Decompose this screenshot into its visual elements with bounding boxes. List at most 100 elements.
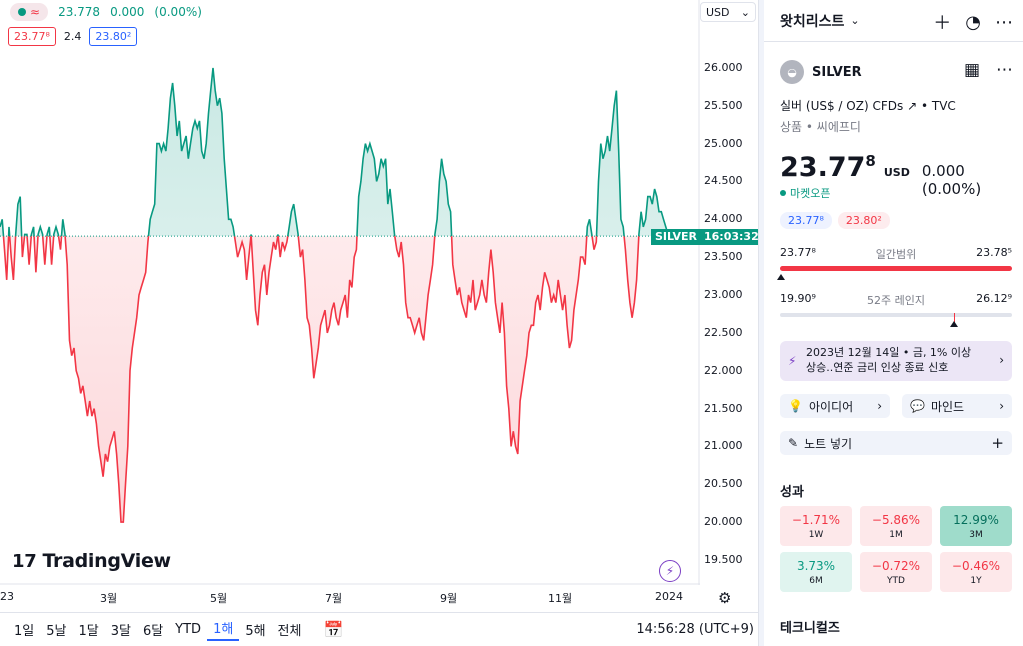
- range-button[interactable]: 5해: [245, 624, 266, 639]
- time-axis-label: 23: [0, 590, 14, 603]
- buy-button[interactable]: 23.80²: [89, 27, 138, 46]
- price-axis-label: 19.500: [704, 553, 743, 566]
- pie-chart-icon[interactable]: ◔: [965, 11, 981, 33]
- symbol-description: 실버 (US$ / OZ) CFDs ↗ • TVC: [780, 99, 956, 113]
- minds-button[interactable]: 💬 마인드 ›: [902, 394, 1012, 418]
- week52-range-label: 52주 레인지: [867, 294, 925, 307]
- price-currency: USD: [883, 166, 910, 179]
- range-button[interactable]: 5날: [46, 624, 67, 639]
- performance-value: 12.99%: [953, 512, 999, 527]
- price-axis-label: 25.000: [704, 136, 743, 150]
- performance-cell[interactable]: 3.73% 6M: [780, 552, 852, 592]
- performance-cell[interactable]: −0.46% 1Y: [940, 552, 1012, 592]
- chevron-down-icon[interactable]: ⌄: [850, 14, 860, 27]
- range-button[interactable]: 1해: [207, 618, 240, 641]
- performance-value: −0.46%: [951, 558, 1001, 573]
- time-axis-label: 5월: [210, 592, 228, 605]
- performance-period: 6M: [809, 575, 823, 586]
- legend-toggle[interactable]: ≈: [10, 3, 49, 21]
- wave-icon: ≈: [30, 5, 41, 19]
- watchlist-header: 왓치리스트 ⌄ ＋ ◔ ⋯: [764, 0, 1023, 42]
- performance-cell[interactable]: −1.71% 1W: [780, 506, 852, 546]
- price-axis-label: 26.000: [704, 60, 743, 74]
- price-axis-label: 20.500: [704, 477, 743, 491]
- technicals-title: 테크니컬즈: [780, 621, 840, 636]
- legend-change-pct: (0.00%): [154, 5, 202, 19]
- week52-low: 19.90⁹: [780, 292, 816, 305]
- spread-value: 2.4: [63, 30, 82, 43]
- add-note-button[interactable]: ✎ 노트 넣기 +: [780, 431, 1012, 455]
- more-icon[interactable]: ⋯: [996, 60, 1013, 80]
- chart-pane[interactable]: ≈ 23.778 0.000 (0.00%) 23.77⁸ 2.4 23.80²…: [0, 0, 763, 612]
- week52-range-bar: [780, 313, 1012, 317]
- news-line-1: 2023년 12월 14일 • 금, 1% 이상: [806, 346, 972, 359]
- market-status[interactable]: 마켓오픈: [780, 185, 830, 201]
- quote-badges: 23.77⁸ 23.80²: [780, 212, 890, 229]
- idea-chips: 💡 아이디어 › 💬 마인드 ›: [780, 394, 1012, 418]
- external-link-icon[interactable]: ↗: [907, 99, 918, 113]
- grid-icon[interactable]: ▦: [963, 60, 980, 80]
- price-change: 0.000 (0.00%): [921, 162, 982, 198]
- performance-period: YTD: [887, 575, 905, 586]
- gear-icon[interactable]: ⚙: [718, 589, 732, 607]
- watchlist-title[interactable]: 왓치리스트: [780, 13, 845, 30]
- bid-badge: 23.77⁸: [780, 212, 832, 229]
- panel-divider[interactable]: [758, 0, 764, 646]
- right-panel: 왓치리스트 ⌄ ＋ ◔ ⋯ ◒ SILVER ▦ ⋯ 실버 (US$ / OZ)…: [764, 0, 1023, 646]
- clock[interactable]: 14:56:28 (UTC+9): [636, 622, 754, 637]
- currency-select[interactable]: USD ⌄: [700, 2, 756, 22]
- sell-button[interactable]: 23.77⁸: [8, 27, 56, 46]
- week52-high: 26.12⁹: [976, 292, 1012, 305]
- add-symbol-icon[interactable]: ＋: [933, 13, 952, 34]
- performance-value: −1.71%: [791, 512, 841, 527]
- range-button[interactable]: 1일: [14, 624, 35, 639]
- price-axis-label: 22.000: [704, 363, 743, 377]
- range-button[interactable]: 1달: [78, 624, 99, 639]
- performance-cell[interactable]: −5.86% 1M: [860, 506, 932, 546]
- logo-text: TradingView: [42, 550, 171, 572]
- range-buttons: 1일 5날 1달 3달 6달 YTD 1해 5해 전체: [0, 618, 307, 641]
- performance-period: 1Y: [970, 575, 982, 586]
- symbol-category: 상품 • 씨에프디: [780, 120, 861, 134]
- symbol-description-text[interactable]: 실버 (US$ / OZ) CFDs: [780, 99, 904, 113]
- symbol-name[interactable]: SILVER: [812, 64, 862, 80]
- range-button[interactable]: 3달: [110, 624, 131, 639]
- price-axis-label: 25.500: [704, 98, 743, 112]
- range-button[interactable]: 6달: [142, 624, 164, 639]
- news-headline[interactable]: ⚡ 2023년 12월 14일 • 금, 1% 이상 상승..연준 금리 인상 …: [780, 341, 1012, 381]
- area-fill-below: [3, 236, 639, 523]
- week52-current-tick: [954, 313, 955, 323]
- time-axis-label: 9월: [440, 592, 458, 605]
- day-range-label: 일간범위: [875, 248, 917, 261]
- range-button[interactable]: YTD: [175, 622, 202, 637]
- symbol-price-tag: SILVER: [651, 229, 702, 245]
- price-axis-label: 20.000: [704, 515, 743, 529]
- tradingview-logo[interactable]: 17 TradingView: [12, 550, 171, 572]
- time-axis-label: 3월: [100, 592, 118, 605]
- performance-grid: −1.71% 1W −5.86% 1M 12.99% 3M 3.73% 6M −0.72% YTD…: [780, 506, 1012, 592]
- price-axis-label: 24.500: [704, 174, 743, 188]
- symbol-source[interactable]: TVC: [931, 99, 956, 113]
- lightning-icon[interactable]: ⚡: [659, 560, 681, 582]
- performance-period: 1M: [889, 529, 903, 540]
- chevron-down-icon: ⌄: [740, 5, 750, 19]
- range-button[interactable]: 전체: [277, 624, 302, 639]
- performance-cell[interactable]: −0.72% YTD: [860, 552, 932, 592]
- price-chart[interactable]: [0, 0, 700, 585]
- symbol-logo-icon: ◒: [780, 60, 804, 84]
- legend-change: 0.000: [110, 5, 145, 19]
- performance-period: 1W: [808, 529, 824, 540]
- area-fill-above: [0, 67, 668, 237]
- price-axis-label: 23.500: [704, 250, 743, 264]
- time-axis-label: 7월: [325, 592, 343, 605]
- last-price: 23.778 USD 0.000 (0.00%): [780, 152, 1023, 198]
- news-line-2: 상승..연준 금리 인상 종료 신호: [806, 361, 949, 374]
- price-main: 23.77: [780, 152, 866, 183]
- performance-cell[interactable]: 12.99% 3M: [940, 506, 1012, 546]
- calendar-icon[interactable]: 📅: [323, 620, 344, 639]
- ideas-button[interactable]: 💡 아이디어 ›: [780, 394, 890, 418]
- price-axis-label: 21.000: [704, 439, 743, 453]
- lightning-icon: ⚡: [788, 354, 797, 368]
- legend-price: 23.778: [58, 5, 101, 19]
- more-icon[interactable]: ⋯: [995, 11, 1013, 33]
